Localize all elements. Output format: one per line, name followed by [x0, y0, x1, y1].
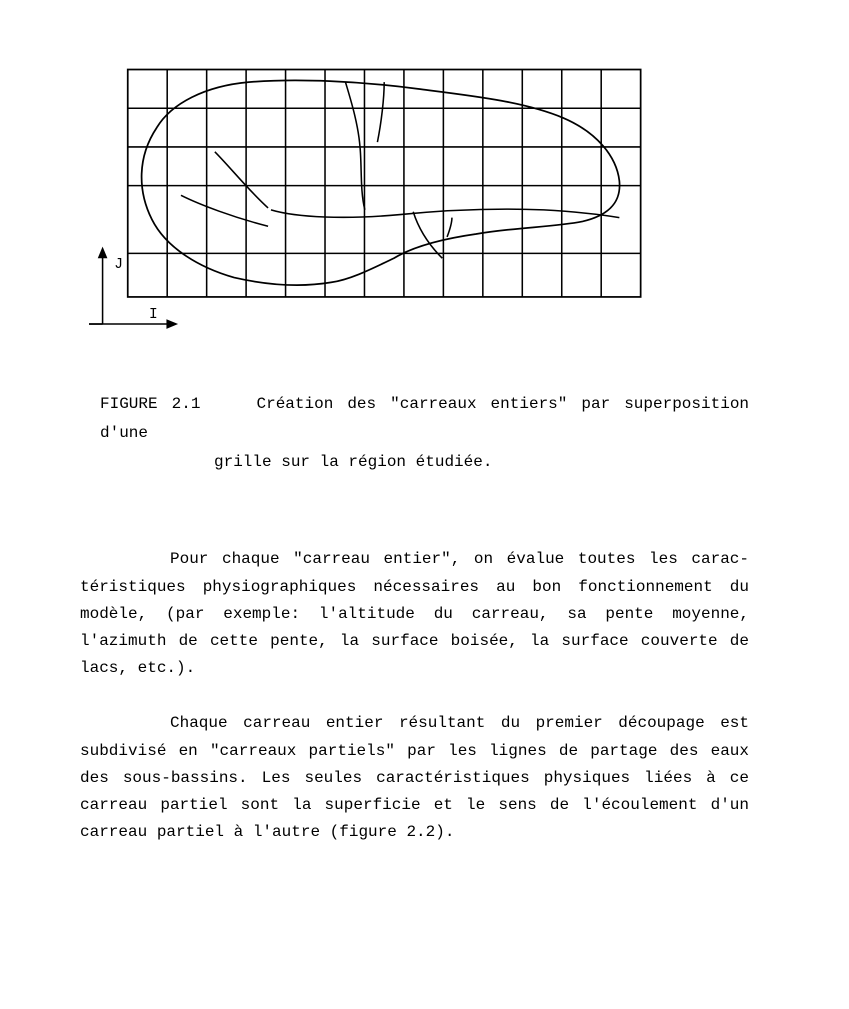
- paragraph-1-text: Pour chaque "carreau entier", on évalue …: [80, 550, 749, 677]
- paragraph-1: Pour chaque "carreau entier", on évalue …: [80, 546, 749, 682]
- basin-outline: [142, 80, 620, 285]
- axis-i-arrowhead: [166, 319, 178, 329]
- paragraph-2-text: Chaque carreau entier résultant du premi…: [80, 714, 749, 841]
- axis-j-label: J: [114, 257, 123, 273]
- stream-4: [181, 195, 268, 226]
- figure-caption: FIGURE 2.1 Création des "carreaux entier…: [100, 390, 749, 476]
- stream-1: [345, 82, 364, 210]
- figure-label: FIGURE 2.1: [100, 395, 200, 413]
- stream-2: [377, 82, 384, 142]
- axis-j-arrowhead: [98, 247, 108, 259]
- stream-6: [447, 218, 452, 237]
- stream-5: [413, 212, 442, 258]
- stream-3: [215, 152, 268, 208]
- stream-main: [271, 209, 619, 217]
- axis-i-label: I: [149, 307, 158, 323]
- paragraph-2: Chaque carreau entier résultant du premi…: [80, 710, 749, 846]
- figure-caption-line2: grille sur la région étudiée.: [214, 448, 749, 477]
- figure-diagram: J I: [60, 60, 660, 350]
- grid-basin-svg: J I: [60, 60, 660, 350]
